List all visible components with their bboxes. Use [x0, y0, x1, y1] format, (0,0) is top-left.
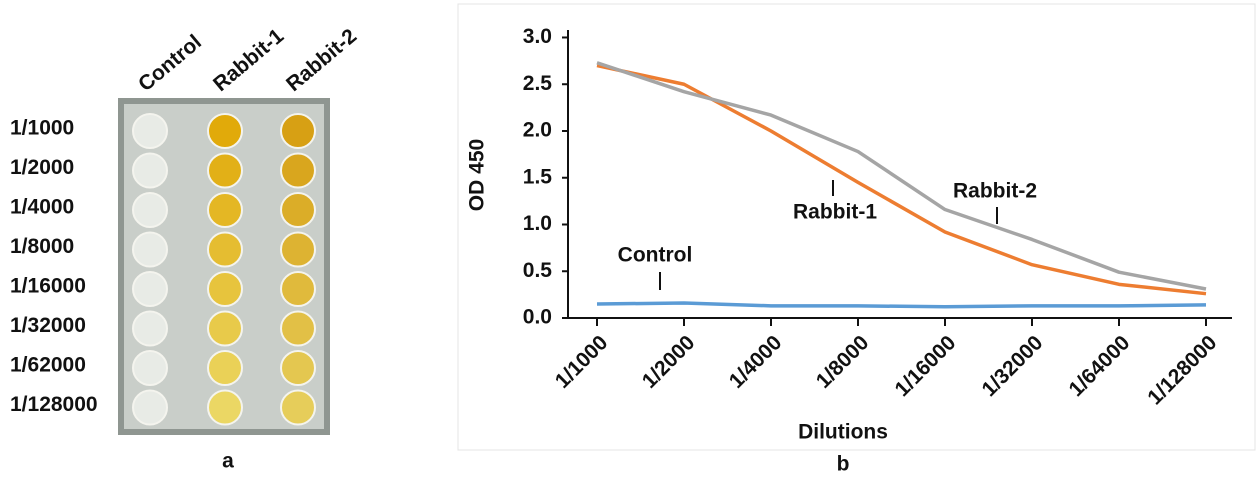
well — [207, 113, 243, 149]
row-label: 1/32000 — [10, 314, 86, 337]
well — [280, 350, 316, 386]
row-label: 1/16000 — [10, 275, 86, 298]
well — [207, 152, 243, 189]
row-label: 1/128000 — [10, 393, 98, 416]
well — [132, 192, 168, 228]
column-label: Control — [134, 30, 206, 96]
y-axis-label: OD 450 — [466, 139, 489, 211]
y-tick-label: 3.0 — [523, 25, 552, 48]
row-label: 1/2000 — [10, 156, 74, 179]
well — [132, 152, 168, 189]
well — [207, 350, 243, 386]
row-label: 1/62000 — [10, 354, 86, 377]
well — [207, 310, 243, 347]
well — [280, 389, 316, 426]
series-annotation: Rabbit-2 — [953, 180, 1037, 203]
well — [280, 113, 316, 149]
column-label: Rabbit-1 — [209, 24, 288, 96]
y-tick-label: 0.5 — [523, 259, 553, 282]
y-tick-label: 1.5 — [523, 165, 553, 188]
well — [132, 271, 168, 307]
y-tick-label: 2.5 — [523, 72, 553, 95]
x-tick-label: 1/64000 — [1065, 331, 1135, 401]
x-tick-label: 1/4000 — [725, 331, 787, 393]
y-tick-label: 0.0 — [523, 306, 552, 329]
series-annotation: Rabbit-1 — [793, 201, 877, 224]
well — [132, 310, 168, 347]
well — [207, 389, 243, 426]
x-tick-label: 1/32000 — [978, 331, 1048, 401]
x-tick-label: 1/16000 — [891, 331, 961, 401]
row-label: 1/8000 — [10, 235, 74, 258]
y-tick-label: 1.0 — [523, 212, 552, 235]
x-tick-label: 1/128000 — [1143, 331, 1221, 409]
well — [207, 231, 243, 268]
column-label: Rabbit-2 — [282, 24, 361, 96]
well — [280, 271, 316, 307]
well — [207, 192, 243, 228]
series-line — [596, 61, 1207, 291]
well — [132, 113, 168, 149]
series-line — [596, 63, 1207, 296]
x-axis-label: Dilutions — [798, 421, 888, 444]
series-annotation: Control — [618, 244, 693, 267]
row-label: 1/4000 — [10, 196, 74, 219]
y-tick-label: 2.0 — [523, 119, 552, 142]
x-tick-label: 1/1000 — [551, 331, 613, 393]
well — [132, 231, 168, 268]
well — [132, 389, 168, 426]
well — [280, 192, 316, 228]
panel-caption: a — [222, 450, 234, 473]
panel-frame — [457, 3, 1256, 451]
x-tick-label: 1/8000 — [812, 331, 874, 393]
well — [132, 350, 168, 386]
x-tick-label: 1/2000 — [638, 331, 700, 393]
well — [207, 271, 243, 307]
well — [280, 152, 316, 189]
panel-caption: b — [837, 453, 850, 476]
row-label: 1/1000 — [10, 117, 74, 140]
series-line — [596, 301, 1207, 309]
well — [280, 231, 316, 268]
well — [280, 310, 316, 347]
